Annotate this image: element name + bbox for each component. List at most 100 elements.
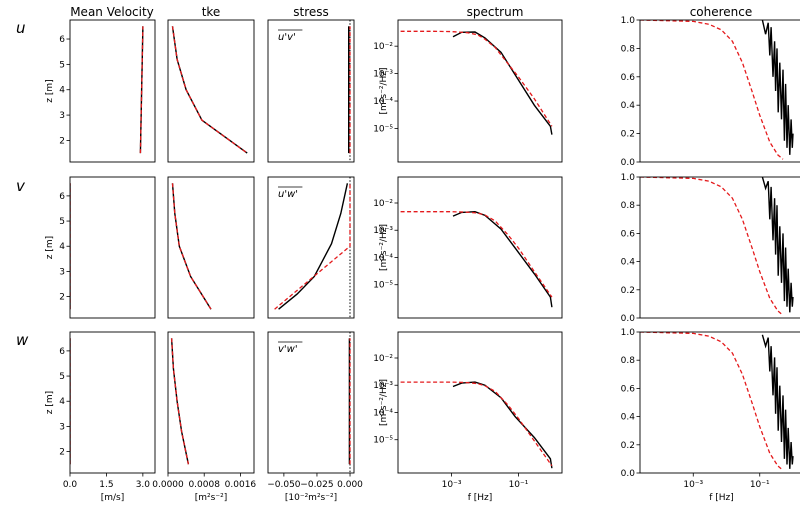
y-tick-label: 6 — [59, 347, 65, 357]
y-tick-label: 10⁻² — [373, 42, 393, 52]
panel-tke-w: 0.0000 0.0008 0.0016 [m²s⁻²] — [152, 331, 257, 503]
y-tick-label: 10⁻² — [373, 354, 393, 364]
title-mean-velocity: Mean Velocity — [70, 5, 154, 19]
y-tick-label: 5 — [59, 60, 65, 70]
y-axis-label: [m²s⁻²/Hz] — [379, 68, 389, 115]
panels-group: 2 3 4 5 6 z [m] u'v' 10⁻⁵ 10⁻⁴ 10⁻³ 10⁻² [m²s⁻²/Hz]… — [45, 16, 800, 503]
series-model-line — [171, 183, 212, 310]
series-model-line — [170, 338, 190, 465]
y-axis-label: z [m] — [45, 236, 55, 259]
y-tick-label: 0.8 — [621, 44, 636, 54]
title-stress: stress — [293, 5, 329, 19]
series-model-line — [400, 30, 553, 127]
y-tick-label: 2 — [59, 293, 65, 303]
y-tick-label: 3 — [59, 111, 65, 121]
x-tick-label: 3.0 — [136, 480, 151, 490]
title-spectrum: spectrum — [467, 5, 524, 19]
axes-frame — [639, 176, 800, 319]
stress-component-annotation: v'w' — [278, 344, 298, 355]
axes-frame — [167, 176, 255, 319]
y-tick-label: 10⁻³ — [373, 226, 393, 236]
series-model-line — [274, 183, 351, 310]
y-tick-label: 10⁻⁵ — [373, 436, 393, 446]
panel-coherence-u: 0.0 0.2 0.4 0.6 0.8 1.0 — [621, 16, 800, 168]
y-tick-label: 1.0 — [621, 173, 636, 183]
y-tick-label: 4 — [59, 397, 65, 407]
y-tick-label: 1.0 — [621, 16, 636, 26]
y-tick-label: 5 — [59, 217, 65, 227]
axes-frame — [69, 176, 156, 319]
series-measured-line — [278, 183, 349, 310]
x-tick-label: 0.0 — [63, 480, 78, 490]
series-measured-line — [761, 20, 794, 155]
series-measured-line — [452, 31, 553, 135]
y-tick-label: 10⁻³ — [373, 381, 393, 391]
series-model-line — [640, 332, 784, 471]
y-axis-label: z [m] — [45, 79, 55, 102]
y-tick-label: 0.6 — [621, 384, 636, 394]
x-axis-label: f [Hz] — [468, 493, 493, 503]
y-tick-label: 0.2 — [621, 286, 635, 296]
panel-stress-w: −0.050 −0.025 0.000[10⁻²m²s⁻²] v'w' — [267, 331, 363, 503]
panel-mean-velocity-w: 2 3 4 5 6 0.0 1.5 3.0 [m/s] z [m] — [45, 331, 156, 503]
y-tick-label: 10⁻³ — [373, 70, 393, 80]
title-coherence: coherence — [690, 5, 753, 19]
panel-coherence-w: 0.0 0.2 0.4 0.6 0.8 1.0 10⁻³ 10⁻¹ f [Hz] — [621, 328, 800, 503]
y-tick-label: 0.6 — [621, 229, 636, 239]
series-measured-line — [761, 334, 794, 469]
row-label-u: u — [16, 19, 26, 37]
y-tick-label: 10⁻⁴ — [373, 253, 393, 263]
y-tick-label: 10⁻⁴ — [373, 97, 393, 107]
panel-stress-v: u'w' — [267, 176, 355, 319]
y-tick-label: 0.4 — [621, 413, 636, 423]
series-model-line — [640, 20, 784, 160]
y-axis-label: [m²s⁻²/Hz] — [379, 379, 389, 426]
y-tick-label: 2 — [59, 448, 65, 458]
y-tick-label: 5 — [59, 372, 65, 382]
axes-frame — [69, 331, 156, 474]
x-tick-label: 0.0000 — [152, 480, 184, 490]
y-tick-label: 0.4 — [621, 101, 636, 111]
x-tick-label: 0.000 — [337, 480, 363, 490]
x-tick-label: 10⁻³ — [683, 480, 703, 490]
series-model-line — [400, 211, 553, 298]
x-tick-label: −0.025 — [300, 480, 333, 490]
y-tick-label: 4 — [59, 86, 65, 96]
x-axis-label: [m/s] — [101, 493, 125, 503]
y-tick-label: 10⁻⁵ — [373, 124, 393, 134]
series-model-line — [640, 177, 784, 316]
axes-frame — [397, 331, 563, 474]
panel-spectrum-u: 10⁻⁵ 10⁻⁴ 10⁻³ 10⁻² [m²s⁻²/Hz] — [373, 19, 563, 163]
y-tick-label: 10⁻⁵ — [373, 281, 393, 291]
panel-mean-velocity-u: 2 3 4 5 6 z [m] — [45, 19, 156, 163]
title-tke: tke — [202, 5, 221, 19]
y-tick-label: 3 — [59, 422, 65, 432]
x-tick-label: −0.050 — [267, 480, 301, 490]
y-axis-label: z [m] — [45, 391, 55, 414]
row-label-v: v — [16, 177, 26, 195]
panel-tke-v — [167, 176, 255, 319]
series-model-line — [400, 381, 553, 467]
y-tick-label: 0.6 — [621, 73, 636, 83]
x-tick-label: 0.0008 — [188, 480, 220, 490]
stress-component-annotation: u'v' — [278, 32, 296, 43]
y-tick-label: 0.8 — [621, 356, 636, 366]
axes-frame — [397, 176, 563, 319]
y-tick-label: 0.0 — [621, 158, 636, 168]
x-axis-label: [m²s⁻²] — [195, 493, 227, 503]
series-measured-line — [452, 381, 553, 469]
x-tick-label: 0.0016 — [225, 480, 257, 490]
series-model-line — [171, 26, 248, 154]
y-tick-label: 0.0 — [621, 469, 636, 479]
panel-stress-u: u'v' — [267, 19, 355, 163]
y-tick-label: 1.0 — [621, 328, 636, 338]
axes-frame — [639, 19, 800, 163]
panel-tke-u — [167, 19, 255, 163]
x-axis-label: f [Hz] — [709, 493, 734, 503]
panel-coherence-v: 0.0 0.2 0.4 0.6 0.8 1.0 — [621, 173, 800, 324]
row-label-w: w — [16, 331, 29, 349]
series-measured-line — [171, 26, 248, 154]
axes-frame — [167, 331, 255, 474]
series-measured-line — [170, 338, 190, 465]
